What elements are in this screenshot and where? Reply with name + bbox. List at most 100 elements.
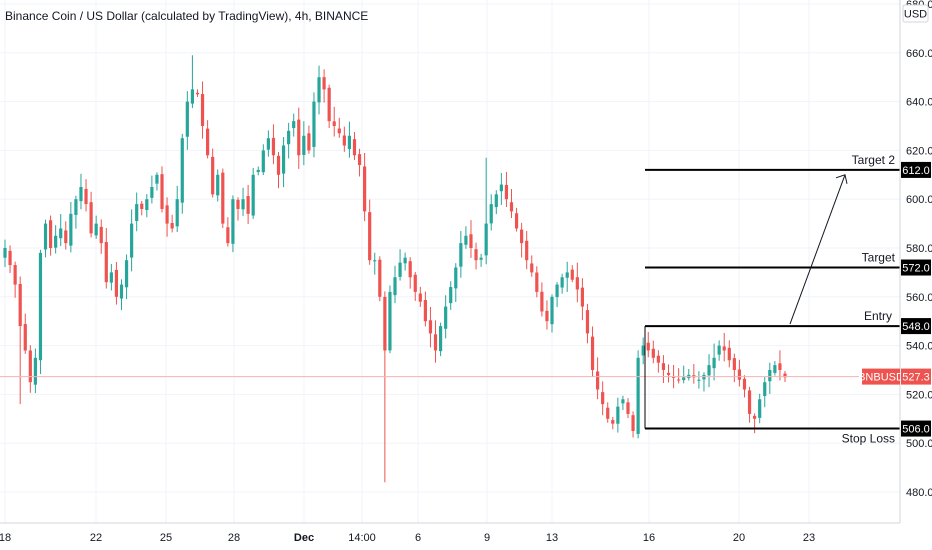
candle-body xyxy=(504,184,509,200)
price-tick-label: 620.0 xyxy=(906,145,932,157)
price-tick-label: 480.0 xyxy=(906,487,932,499)
price-tick-label: 660.0 xyxy=(906,48,932,60)
candle-body xyxy=(266,138,270,150)
level-label: Entry xyxy=(864,309,892,323)
projection-arrow-head xyxy=(835,174,848,184)
candle-body xyxy=(428,320,433,334)
candle-body xyxy=(611,420,615,424)
candlestick-series xyxy=(3,55,787,483)
candle-body xyxy=(276,155,281,175)
candle-body xyxy=(195,92,200,95)
candle-body xyxy=(712,357,716,369)
time-tick-label: 20 xyxy=(733,532,745,544)
time-tick-label: 25 xyxy=(160,532,172,544)
candle-body xyxy=(535,272,539,292)
time-tick-label: 13 xyxy=(546,532,558,544)
level-price-badge xyxy=(901,318,931,335)
candle-body xyxy=(317,77,321,103)
time-tick-label: 18 xyxy=(0,532,11,544)
level-price-text: 572.0 xyxy=(902,263,930,275)
candle-body xyxy=(221,172,225,224)
candle-body xyxy=(621,399,625,404)
candle-body xyxy=(109,272,113,283)
time-tick-label: 28 xyxy=(228,532,240,544)
candle-body xyxy=(778,363,782,370)
projection-arrow[interactable] xyxy=(789,174,846,325)
symbol-badge-text: BNBUSD xyxy=(858,372,904,384)
candle-body xyxy=(135,204,139,221)
price-tick-label: 520.0 xyxy=(906,389,932,401)
symbol-badge xyxy=(862,368,900,385)
candle-body xyxy=(297,119,301,156)
candle-body xyxy=(565,272,569,278)
candle-body xyxy=(525,240,529,261)
candle-body xyxy=(170,222,174,229)
candle-body xyxy=(231,199,235,244)
candle-body xyxy=(444,306,448,329)
candle-body xyxy=(337,128,341,134)
candle-body xyxy=(737,369,742,380)
candle-body xyxy=(747,390,752,414)
candle-body xyxy=(160,174,164,209)
candle-body xyxy=(722,346,726,351)
time-axis[interactable]: 18 22 25 28 Dec 14:00 6 9 13 16 20 23 xyxy=(0,532,815,544)
current-price-text: 527.3 xyxy=(902,372,930,384)
current-price-badge xyxy=(901,368,931,385)
candle-body xyxy=(347,135,352,150)
candle-body xyxy=(727,347,731,361)
candle-body xyxy=(89,202,93,234)
candle-body xyxy=(165,205,169,224)
candle-body xyxy=(236,199,240,209)
candle-body xyxy=(677,379,681,381)
candle-body xyxy=(342,135,346,146)
price-levels[interactable]: Target 2 Target Entry Stop Loss xyxy=(644,153,900,446)
candle-body xyxy=(211,156,215,195)
candle-body xyxy=(758,399,762,418)
candle-body xyxy=(763,382,767,396)
candle-body xyxy=(8,250,12,266)
candle-body xyxy=(64,230,68,244)
candle-body xyxy=(601,392,605,405)
candle-body xyxy=(398,262,402,277)
candle-body xyxy=(464,235,468,245)
candle-body xyxy=(287,130,291,145)
candle-body xyxy=(545,310,549,322)
candle-body xyxy=(499,184,503,192)
candle-body xyxy=(520,229,524,244)
candle-body xyxy=(550,296,554,325)
candle-body xyxy=(666,372,671,375)
candle-body xyxy=(155,174,159,184)
candle-body xyxy=(43,223,48,250)
candle-body xyxy=(119,284,124,299)
time-tick-label: 6 xyxy=(415,532,421,544)
candle-body xyxy=(54,235,58,248)
candle-body xyxy=(180,138,184,203)
candle-body xyxy=(656,355,660,363)
price-tick-label: 560.0 xyxy=(906,292,932,304)
candle-body xyxy=(540,291,544,312)
currency-button[interactable]: USD xyxy=(902,4,929,23)
candle-body xyxy=(606,407,610,419)
candle-body xyxy=(479,257,483,260)
level-label: Target xyxy=(862,251,896,265)
grid-lines xyxy=(0,0,900,523)
candle-body xyxy=(79,187,83,202)
level-price-text: 506.0 xyxy=(902,424,930,436)
currency-label: USD xyxy=(904,9,927,21)
candle-body xyxy=(641,345,645,356)
level-price-badge xyxy=(901,161,931,178)
time-tick-label: 23 xyxy=(803,532,815,544)
candle-body xyxy=(580,287,585,307)
candle-body xyxy=(28,350,32,383)
candle-body xyxy=(271,137,276,156)
candle-body xyxy=(261,150,265,173)
candle-body xyxy=(783,373,787,378)
candle-body xyxy=(423,299,427,322)
price-tick-label: 580.0 xyxy=(906,243,932,255)
candle-body xyxy=(459,243,463,267)
candle-body xyxy=(555,284,559,298)
candle-body xyxy=(190,89,195,104)
candle-body xyxy=(509,202,514,212)
level-label: Target 2 xyxy=(852,153,896,167)
